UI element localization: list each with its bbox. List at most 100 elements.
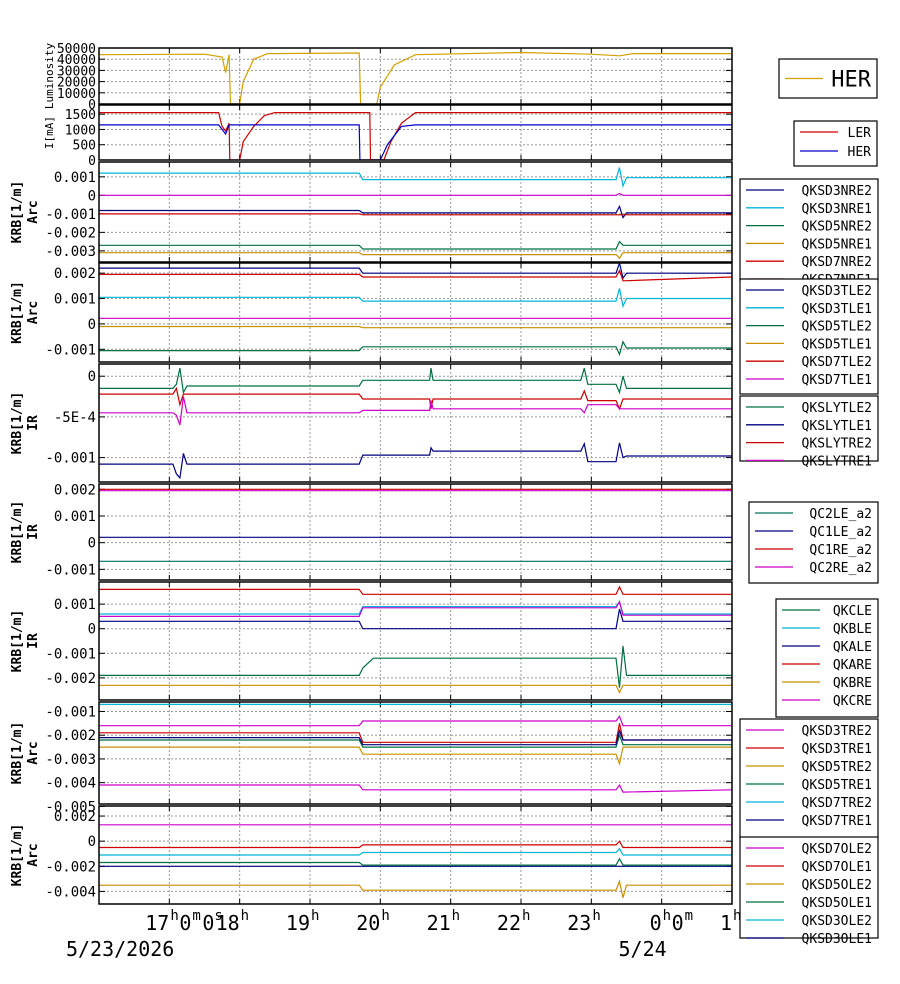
legend-label: QKSD7OLE2: [802, 842, 872, 857]
series-line: [99, 585, 732, 595]
legend-1: HER: [778, 58, 878, 99]
series-line: [99, 746, 732, 766]
legend-label: QKSD7TLE2: [802, 355, 872, 370]
y-axis-label: Arc: [26, 843, 41, 866]
y-tick-label: 0.001: [54, 292, 96, 308]
legend-label: QKSD7TLE1: [802, 373, 872, 388]
y-axis-label: Arc: [26, 301, 41, 324]
y-axis-label: IR: [26, 415, 41, 431]
y-tick-label: -0.002: [45, 728, 96, 744]
y-tick-label: 0: [88, 536, 96, 552]
series-line: [99, 733, 732, 748]
y-tick-label: -0.002: [45, 225, 96, 241]
y-tick-label: -0.003: [45, 752, 96, 768]
y-tick-label: -0.002: [45, 859, 96, 875]
y-tick-label: 1500: [65, 108, 96, 123]
legend-label: QKSD5NRE2: [802, 220, 872, 235]
legend-7: QKCLE QKBLE QKALE QKARE QKBRE QKCRE: [775, 598, 879, 718]
legend-box: [739, 178, 879, 282]
x-tick-unit: h: [241, 908, 249, 924]
series-line: [99, 252, 732, 260]
legend-label: QKBLE: [833, 622, 872, 637]
legend-5: QKSLYTLE2 QKSLYTLE1 QKSLYTRE2 QKSLYTRE1: [739, 395, 879, 469]
series-line: [99, 684, 732, 694]
y-tick-label: 0.001: [54, 597, 96, 613]
y-axis-label: Luminosity: [43, 43, 56, 110]
y-tick-label: 0: [88, 154, 96, 169]
series-line: [99, 608, 732, 630]
legend-label: QKSD5TLE2: [802, 320, 872, 335]
legend-label: QKSD5NRE1: [802, 237, 872, 252]
y-tick-label: 40000: [57, 53, 96, 68]
series-line: [99, 386, 732, 411]
legend-label: QC1RE_a2: [809, 543, 872, 558]
legend-label: QKSD3OLE2: [802, 914, 872, 929]
series-line: [99, 263, 732, 280]
y-axis-label: KRB[1/m]: [10, 281, 25, 344]
series-line: [99, 192, 732, 196]
x-tick-unit: h: [381, 908, 389, 924]
series-line: [99, 367, 732, 395]
series-line: [99, 847, 732, 856]
y-tick-label: 1000: [65, 123, 96, 138]
series-line: [99, 51, 732, 104]
legend-label: QKSD5TRE2: [802, 760, 872, 775]
x-tick-unit: h: [592, 908, 600, 924]
x-tick-label: 22: [497, 911, 521, 935]
y-axis-label: KRB[1/m]: [10, 501, 25, 564]
y-tick-label: 0: [88, 98, 96, 113]
series-line: [99, 325, 732, 329]
y-tick-label: 0.001: [54, 509, 96, 525]
y-tick-label: -0.004: [45, 776, 96, 792]
x-tick-label: 18: [216, 911, 240, 935]
legend-4: QKSD3TLE2 QKSD3TLE1 QKSD5TLE2 QKSD5TLE1 QKSD…: [739, 278, 879, 395]
x-tick-unit: s: [214, 908, 222, 924]
legend-label: QKSD3TRE2: [802, 724, 872, 739]
x-tick-label: 19: [286, 911, 310, 935]
legend-9: QKSD7OLE2 QKSD7OLE1 QKSD5OLE2 QKSD5OLE1 QKSD…: [739, 836, 879, 947]
x-tick-unit: h: [522, 908, 530, 924]
y-axis-label: KRB[1/m]: [10, 722, 25, 785]
legend-label: QKSLYTLE2: [802, 401, 872, 416]
legend-label: QKSLYTRE2: [802, 437, 872, 452]
series-line: [99, 714, 732, 727]
legend-box: [739, 718, 879, 839]
plot-frame: [98, 805, 733, 905]
y-tick-label: -0.005: [45, 799, 96, 815]
x-tick-unit: m: [192, 908, 200, 924]
y-tick-label: -5E-4: [54, 410, 96, 426]
legend-label: HER: [848, 145, 872, 160]
y-tick-label: 0.002: [54, 809, 96, 825]
x-tick-label: 1: [720, 911, 732, 935]
y-tick-label: 0: [88, 834, 96, 850]
series-line: [99, 124, 732, 160]
x-tick-label: 0: [202, 911, 214, 935]
y-axis-label: IR: [26, 524, 41, 540]
series-line: [99, 600, 732, 618]
y-tick-label: 0.002: [54, 266, 96, 282]
panel-4: 0.002 0.001 0 -0.001 KRB[1/m] Arc: [10, 262, 733, 363]
series-line: [99, 288, 732, 309]
y-axis-label: KRB[1/m]: [10, 392, 25, 455]
plot-frame: [98, 701, 733, 805]
y-tick-label: -0.004: [45, 884, 96, 900]
y-axis-label: KRB[1/m]: [10, 181, 25, 244]
x-tick-label: 0: [179, 911, 191, 935]
plot-frame: [98, 104, 733, 161]
x-tick-label: 20: [356, 911, 380, 935]
x-date-label: 5/24: [618, 937, 666, 961]
x-tick-unit: h: [733, 908, 741, 924]
legend-label: QKARE: [833, 658, 872, 673]
y-tick-label: 0: [88, 317, 96, 333]
x-tick-label: 17: [145, 911, 169, 935]
y-tick-label: -0.001: [45, 342, 96, 358]
plot-frame: [98, 47, 733, 105]
legend-8: QKSD3TRE2 QKSD3TRE1 QKSD5TRE2 QKSD5TRE1 QKSD…: [739, 718, 879, 839]
series-line: [99, 240, 732, 250]
legend-label: QKSD3NRE1: [802, 202, 872, 217]
plot-frame: [98, 161, 733, 263]
legend-label: QKSD7OLE1: [802, 860, 872, 875]
legend-label: QKSD5TLE1: [802, 337, 872, 352]
